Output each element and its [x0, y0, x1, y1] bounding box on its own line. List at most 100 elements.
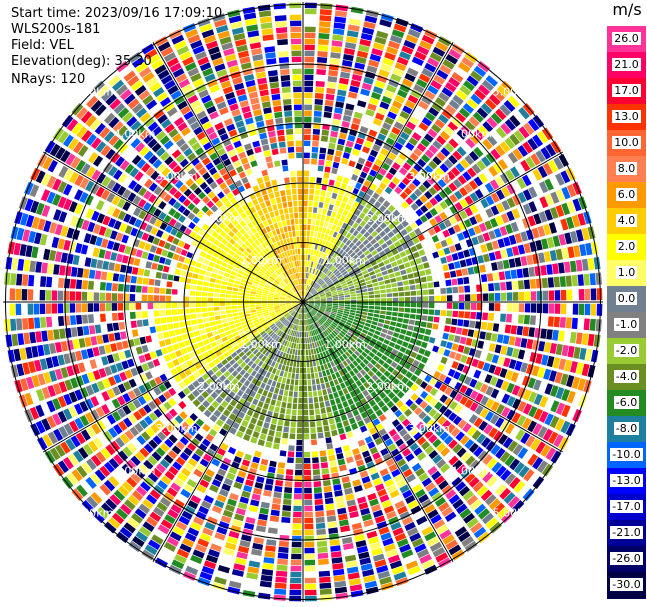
radar-gate	[403, 313, 410, 319]
radar-gate	[265, 344, 271, 350]
radar-gate	[404, 494, 416, 504]
radar-gate	[135, 531, 148, 543]
radar-gate	[325, 328, 331, 335]
radar-gate	[537, 460, 549, 473]
radar-gate	[379, 374, 387, 382]
radar-gate	[202, 258, 210, 265]
radar-gate	[199, 329, 206, 335]
radar-gate	[286, 297, 292, 300]
radar-gate	[415, 339, 423, 347]
radar-gate	[247, 237, 254, 244]
radar-gate	[288, 231, 293, 238]
radar-gate	[274, 437, 281, 444]
radar-gate	[274, 279, 280, 285]
radar-gate	[11, 257, 19, 271]
radar-gate	[86, 496, 99, 509]
radar-gate	[274, 255, 279, 262]
radar-gate	[320, 305, 326, 308]
radar-gate	[469, 459, 480, 471]
radar-gate	[58, 381, 68, 393]
radar-gate	[20, 213, 29, 226]
radar-gate	[202, 312, 209, 318]
radar-gate	[270, 274, 277, 280]
radar-gate	[464, 472, 476, 484]
radar-gate	[542, 303, 549, 314]
radar-gate	[248, 129, 257, 137]
radar-gate	[276, 277, 282, 282]
radar-gate	[143, 476, 155, 488]
radar-gate	[127, 358, 135, 368]
radar-gate	[52, 398, 62, 411]
radar-gate	[259, 16, 272, 24]
radar-gate	[384, 478, 395, 488]
radar-gate	[259, 280, 266, 285]
radar-gate	[254, 450, 262, 458]
radar-gate	[251, 314, 258, 319]
radar-gate	[288, 342, 292, 348]
radar-gate	[486, 322, 494, 331]
radar-gate	[470, 499, 483, 511]
radar-gate	[176, 262, 183, 269]
radar-gate	[305, 343, 308, 350]
radar-gate	[215, 24, 229, 34]
radar-gate	[336, 313, 343, 317]
radar-gate	[308, 325, 311, 331]
radar-gate	[283, 271, 288, 277]
radar-gate	[320, 345, 325, 352]
radar-gate	[205, 468, 215, 478]
radar-gate	[438, 373, 447, 382]
radar-gate	[16, 318, 23, 331]
radar-gate	[239, 317, 246, 322]
radar-gate	[427, 536, 440, 547]
radar-gate	[417, 333, 424, 341]
radar-gate	[171, 559, 185, 570]
radar-gate	[277, 462, 286, 469]
radar-gate	[298, 397, 303, 404]
radar-gate	[176, 548, 190, 559]
radar-gate	[75, 159, 86, 172]
radar-gate	[164, 258, 172, 266]
radar-gate	[240, 235, 247, 243]
radar-gate	[289, 290, 295, 295]
radar-gate	[288, 207, 294, 214]
radar-gate	[231, 257, 238, 263]
radar-gate	[327, 348, 333, 355]
radar-gate	[441, 419, 452, 430]
radar-gate	[90, 137, 102, 150]
radar-gate	[52, 413, 62, 426]
radar-gate	[347, 340, 354, 346]
radar-gate	[261, 297, 268, 300]
radar-gate	[340, 71, 351, 79]
radar-gate	[337, 403, 343, 410]
radar-gate	[287, 315, 292, 321]
radar-gate	[352, 367, 359, 374]
radar-gate	[71, 103, 84, 116]
radar-gate	[446, 423, 456, 434]
radar-gate	[245, 387, 252, 395]
radar-gate	[119, 222, 128, 233]
radar-gate	[165, 302, 172, 309]
radar-gate	[314, 303, 321, 306]
radar-gate	[420, 341, 428, 349]
radar-gate	[314, 408, 321, 415]
radar-gate	[292, 231, 296, 237]
radar-gate	[290, 170, 296, 177]
radar-gate	[558, 330, 565, 342]
radar-gate	[149, 489, 161, 500]
radar-gate	[337, 377, 344, 384]
radar-gate	[292, 280, 296, 286]
radar-gate	[182, 198, 191, 207]
radar-gate	[246, 24, 259, 32]
radar-gate	[307, 312, 311, 318]
radar-gate	[291, 553, 302, 560]
radar-gate	[290, 219, 295, 225]
radar-gate	[90, 336, 98, 346]
radar-gate	[309, 318, 313, 324]
radar-gate	[202, 527, 214, 537]
radar-gate	[30, 200, 40, 214]
radar-gate	[303, 451, 311, 458]
radar-gate	[108, 475, 120, 488]
radar-gate	[414, 320, 421, 327]
radar-gate	[356, 326, 363, 332]
radar-gate	[300, 307, 303, 314]
